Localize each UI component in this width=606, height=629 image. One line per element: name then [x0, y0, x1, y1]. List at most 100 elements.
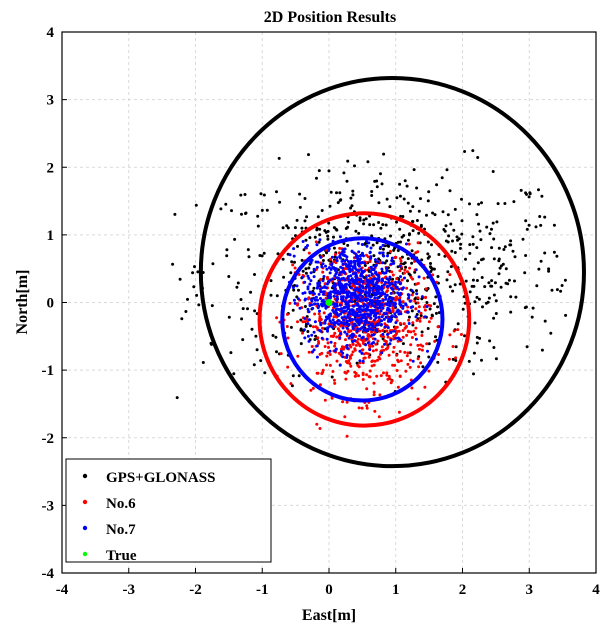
- data-point: [387, 244, 391, 248]
- data-point: [434, 311, 438, 315]
- data-point: [285, 224, 289, 228]
- data-point: [375, 329, 379, 333]
- data-point: [335, 311, 339, 315]
- data-point: [478, 229, 482, 233]
- data-point: [472, 267, 476, 271]
- data-point: [433, 339, 437, 343]
- data-point: [468, 290, 472, 294]
- data-point: [289, 382, 293, 386]
- data-point: [315, 422, 319, 426]
- data-point: [290, 260, 294, 264]
- data-point: [299, 342, 303, 346]
- data-point: [349, 261, 353, 265]
- data-point: [447, 234, 451, 238]
- data-point: [513, 279, 516, 283]
- data-point: [509, 295, 513, 299]
- data-point: [369, 327, 373, 331]
- data-point: [335, 302, 339, 306]
- data-point: [471, 278, 475, 282]
- data-point: [328, 204, 332, 208]
- data-point: [363, 261, 367, 265]
- data-point: [346, 243, 350, 247]
- data-point: [361, 289, 365, 293]
- y-tick-label: 4: [47, 25, 55, 41]
- data-point: [525, 227, 529, 231]
- data-point: [288, 253, 292, 257]
- data-point: [329, 259, 333, 263]
- data-point: [538, 215, 542, 218]
- data-point: [286, 336, 290, 340]
- data-point: [338, 363, 342, 367]
- data-point: [382, 152, 386, 156]
- data-point: [398, 257, 402, 260]
- data-point: [327, 169, 331, 173]
- data-point: [408, 358, 412, 362]
- data-point: [427, 342, 431, 346]
- data-point: [296, 244, 299, 248]
- data-point: [416, 357, 420, 361]
- data-point: [398, 269, 402, 273]
- data-point: [347, 283, 351, 287]
- data-point: [356, 287, 360, 291]
- data-point: [256, 214, 260, 218]
- data-point: [379, 226, 383, 230]
- data-point: [303, 291, 307, 295]
- data-point: [381, 223, 385, 227]
- data-point: [344, 285, 348, 289]
- data-point: [436, 305, 440, 309]
- data-point: [475, 341, 479, 345]
- data-point: [326, 237, 330, 241]
- data-point: [397, 312, 401, 316]
- data-point: [414, 315, 418, 319]
- data-point: [383, 292, 387, 296]
- data-point: [393, 315, 397, 319]
- data-point: [353, 288, 356, 292]
- data-point: [434, 295, 438, 299]
- data-point: [358, 257, 362, 261]
- data-point: [253, 273, 256, 276]
- data-point: [333, 253, 337, 256]
- data-point: [454, 345, 458, 349]
- data-point: [367, 274, 371, 278]
- data-point: [502, 248, 506, 251]
- data-point: [342, 242, 346, 245]
- data-point: [369, 255, 373, 259]
- data-point: [275, 350, 278, 354]
- data-point: [380, 315, 384, 319]
- data-point: [417, 275, 421, 279]
- data-point: [307, 251, 311, 255]
- data-point: [337, 281, 341, 285]
- data-point: [175, 396, 179, 400]
- data-point: [306, 334, 310, 338]
- data-point: [378, 303, 381, 307]
- circle-no-7: [280, 236, 445, 403]
- data-point: [327, 221, 331, 225]
- data-point: [389, 331, 393, 334]
- data-point: [333, 341, 337, 345]
- data-point: [375, 185, 379, 189]
- data-point: [240, 317, 244, 321]
- data-point: [549, 331, 553, 335]
- data-point: [386, 345, 390, 349]
- data-point: [338, 303, 342, 307]
- data-point: [250, 327, 254, 331]
- data-point: [341, 266, 345, 270]
- data-point: [527, 195, 531, 199]
- data-point: [399, 240, 402, 244]
- data-point: [408, 266, 412, 270]
- data-point: [353, 310, 356, 314]
- data-point: [468, 243, 472, 247]
- data-point: [373, 179, 377, 183]
- data-point: [458, 246, 462, 250]
- data-point: [339, 270, 343, 274]
- data-point: [349, 296, 353, 300]
- data-point: [338, 246, 342, 250]
- data-point: [313, 235, 317, 239]
- data-point: [366, 160, 370, 164]
- data-point: [298, 205, 302, 209]
- data-point: [370, 330, 373, 334]
- data-point: [317, 169, 321, 173]
- data-point: [291, 286, 295, 290]
- data-point: [435, 183, 439, 187]
